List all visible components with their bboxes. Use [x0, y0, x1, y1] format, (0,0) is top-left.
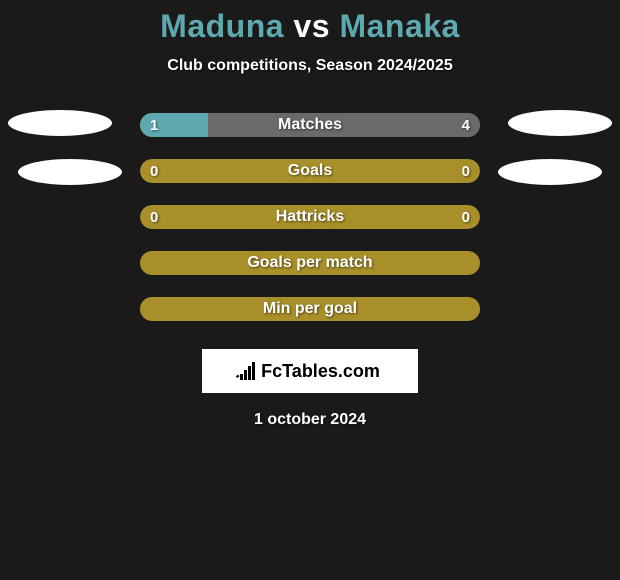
bar-track — [140, 159, 480, 183]
bar-track — [140, 113, 480, 137]
page-title: Maduna vs Manaka — [0, 8, 620, 45]
source-logo: FcTables.com — [202, 349, 418, 393]
stat-value-left: 0 — [150, 159, 158, 183]
logo-text: FcTables.com — [261, 361, 380, 382]
stat-value-right: 0 — [462, 159, 470, 183]
decor-blob-right — [508, 110, 612, 136]
title-right: Manaka — [339, 8, 459, 44]
comparison-card: Maduna vs Manaka Club competitions, Seas… — [0, 0, 620, 580]
bar-track — [140, 205, 480, 229]
stat-row-hattricks: 0 0 Hattricks — [0, 205, 620, 229]
stat-row-goals: 0 0 Goals — [0, 159, 620, 183]
stat-value-right: 4 — [462, 113, 470, 137]
bar-fill-track — [140, 159, 480, 183]
bar-fill-right — [208, 113, 480, 137]
stat-value-left: 1 — [150, 113, 158, 137]
bar-empty — [140, 251, 480, 275]
footer-date: 1 october 2024 — [0, 411, 620, 429]
stat-row-goals-per-match: Goals per match — [0, 251, 620, 275]
subtitle: Club competitions, Season 2024/2025 — [0, 57, 620, 75]
decor-blob-right — [498, 159, 602, 185]
title-vs: vs — [293, 8, 330, 44]
decor-blob-left — [8, 110, 112, 136]
title-left: Maduna — [160, 8, 284, 44]
bar-empty — [140, 297, 480, 321]
barchart-icon — [240, 362, 255, 380]
decor-blob-left — [18, 159, 122, 185]
stat-row-matches: 1 4 Matches — [0, 113, 620, 137]
stat-rows: 1 4 Matches 0 0 Goals 0 0 Hattricks Goal… — [0, 113, 620, 321]
bar-fill-track — [140, 205, 480, 229]
stat-value-right: 0 — [462, 205, 470, 229]
stat-row-min-per-goal: Min per goal — [0, 297, 620, 321]
stat-value-left: 0 — [150, 205, 158, 229]
